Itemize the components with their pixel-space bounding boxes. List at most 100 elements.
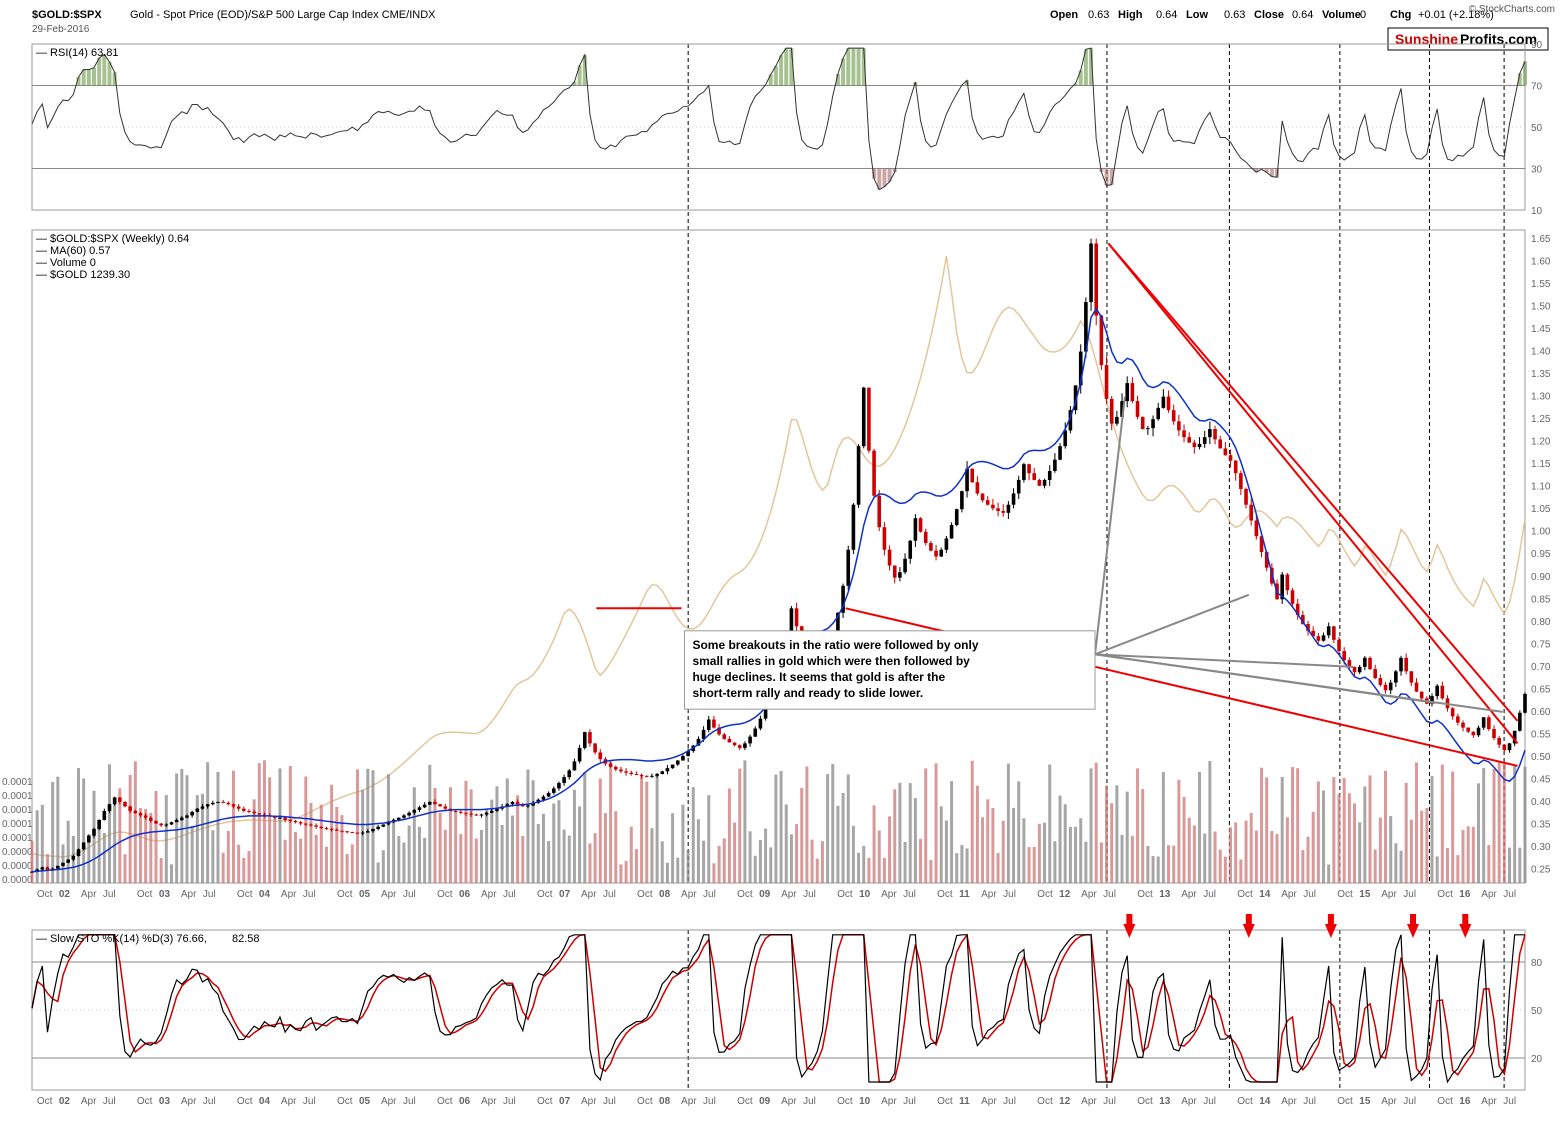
svg-text:Apr: Apr bbox=[81, 1096, 97, 1107]
svg-text:Jul: Jul bbox=[303, 889, 316, 900]
svg-text:Apr: Apr bbox=[81, 889, 97, 900]
svg-text:Jul: Jul bbox=[1103, 889, 1116, 900]
svg-text:Apr: Apr bbox=[981, 889, 997, 900]
svg-text:1.25: 1.25 bbox=[1531, 414, 1551, 425]
svg-text:Jul: Jul bbox=[1003, 889, 1016, 900]
svg-text:Apr: Apr bbox=[581, 1096, 597, 1107]
svg-text:90: 90 bbox=[1531, 40, 1543, 51]
svg-text:50: 50 bbox=[1531, 123, 1543, 134]
svg-text:Jul: Jul bbox=[103, 889, 116, 900]
svg-text:0.0001: 0.0001 bbox=[2, 805, 33, 816]
svg-text:1.50: 1.50 bbox=[1531, 302, 1551, 313]
svg-text:Volume: Volume bbox=[1322, 9, 1361, 21]
svg-text:Apr: Apr bbox=[181, 1096, 197, 1107]
svg-text:70: 70 bbox=[1531, 82, 1543, 93]
svg-text:0.63: 0.63 bbox=[1088, 9, 1109, 21]
svg-text:0.25: 0.25 bbox=[1531, 864, 1551, 875]
svg-text:Oct: Oct bbox=[637, 889, 653, 900]
svg-text:Oct: Oct bbox=[337, 889, 353, 900]
svg-text:1.35: 1.35 bbox=[1531, 369, 1551, 380]
svg-text:03: 03 bbox=[159, 1096, 171, 1107]
svg-text:0.55: 0.55 bbox=[1531, 729, 1551, 740]
svg-text:02: 02 bbox=[59, 1096, 71, 1107]
svg-text:Jul: Jul bbox=[703, 889, 716, 900]
svg-text:0.80: 0.80 bbox=[1531, 617, 1551, 628]
svg-text:0.85: 0.85 bbox=[1531, 594, 1551, 605]
svg-text:Apr: Apr bbox=[181, 889, 197, 900]
svg-text:Jul: Jul bbox=[1503, 1096, 1516, 1107]
svg-text:Jul: Jul bbox=[1203, 1096, 1216, 1107]
svg-text:13: 13 bbox=[1159, 1096, 1171, 1107]
svg-text:Apr: Apr bbox=[481, 889, 497, 900]
svg-text:0.0000: 0.0000 bbox=[2, 861, 33, 872]
svg-text:Oct: Oct bbox=[1437, 889, 1453, 900]
svg-text:Jul: Jul bbox=[203, 1096, 216, 1107]
svg-text:— $GOLD:$SPX (Weekly) 0.64: — $GOLD:$SPX (Weekly) 0.64 bbox=[36, 233, 189, 245]
svg-text:Apr: Apr bbox=[481, 1096, 497, 1107]
svg-text:Jul: Jul bbox=[1503, 889, 1516, 900]
svg-text:16: 16 bbox=[1459, 889, 1471, 900]
svg-text:© StockCharts.com: © StockCharts.com bbox=[1469, 4, 1555, 15]
svg-text:80: 80 bbox=[1531, 958, 1543, 969]
svg-text:0.0001: 0.0001 bbox=[2, 791, 33, 802]
svg-text:04: 04 bbox=[259, 889, 271, 900]
svg-text:Apr: Apr bbox=[1381, 1096, 1397, 1107]
svg-text:Apr: Apr bbox=[281, 1096, 297, 1107]
svg-text:1.20: 1.20 bbox=[1531, 437, 1551, 448]
svg-text:50: 50 bbox=[1531, 1006, 1543, 1017]
svg-text:0.65: 0.65 bbox=[1531, 684, 1551, 695]
svg-text:Jul: Jul bbox=[803, 889, 816, 900]
svg-text:1.60: 1.60 bbox=[1531, 257, 1551, 268]
svg-text:Jul: Jul bbox=[503, 1096, 516, 1107]
svg-text:Oct: Oct bbox=[237, 889, 253, 900]
svg-text:82.58: 82.58 bbox=[232, 933, 260, 945]
svg-text:0.35: 0.35 bbox=[1531, 819, 1551, 830]
svg-text:Oct: Oct bbox=[537, 889, 553, 900]
svg-text:Jul: Jul bbox=[1203, 889, 1216, 900]
svg-text:02: 02 bbox=[59, 889, 71, 900]
svg-text:Apr: Apr bbox=[781, 889, 797, 900]
svg-text:Apr: Apr bbox=[1181, 889, 1197, 900]
svg-text:Oct: Oct bbox=[1037, 1096, 1053, 1107]
svg-text:Oct: Oct bbox=[1337, 1096, 1353, 1107]
svg-text:Jul: Jul bbox=[403, 1096, 416, 1107]
svg-text:Oct: Oct bbox=[137, 889, 153, 900]
svg-text:Jul: Jul bbox=[703, 1096, 716, 1107]
svg-text:0.60: 0.60 bbox=[1531, 707, 1551, 718]
svg-text:Jul: Jul bbox=[1103, 1096, 1116, 1107]
svg-text:Oct: Oct bbox=[1037, 889, 1053, 900]
svg-text:Oct: Oct bbox=[37, 1096, 53, 1107]
svg-text:0.75: 0.75 bbox=[1531, 639, 1551, 650]
svg-text:05: 05 bbox=[359, 1096, 371, 1107]
svg-text:10: 10 bbox=[859, 1096, 871, 1107]
svg-text:05: 05 bbox=[359, 889, 371, 900]
svg-text:huge declines. It seems that g: huge declines. It seems that gold is aft… bbox=[692, 670, 945, 684]
stock-chart: $GOLD:$SPXGold - Spot Price (EOD)/S&P 50… bbox=[0, 0, 1565, 1123]
svg-text:$GOLD:$SPX: $GOLD:$SPX bbox=[32, 9, 102, 21]
svg-text:0.40: 0.40 bbox=[1531, 797, 1551, 808]
svg-text:Jul: Jul bbox=[103, 1096, 116, 1107]
svg-text:Some breakouts in the ratio we: Some breakouts in the ratio were followe… bbox=[692, 638, 978, 652]
svg-text:Apr: Apr bbox=[1181, 1096, 1197, 1107]
svg-text:08: 08 bbox=[659, 889, 671, 900]
svg-text:0.63: 0.63 bbox=[1224, 9, 1245, 21]
svg-text:0.30: 0.30 bbox=[1531, 842, 1551, 853]
svg-text:03: 03 bbox=[159, 889, 171, 900]
svg-text:Close: Close bbox=[1254, 9, 1284, 21]
svg-text:Apr: Apr bbox=[881, 1096, 897, 1107]
svg-text:16: 16 bbox=[1459, 1096, 1471, 1107]
svg-text:short-term rally and ready to: short-term rally and ready to slide lowe… bbox=[692, 686, 923, 700]
svg-text:— MA(60) 0.57: — MA(60) 0.57 bbox=[36, 245, 111, 257]
svg-text:Oct: Oct bbox=[837, 1096, 853, 1107]
svg-text:Oct: Oct bbox=[37, 889, 53, 900]
svg-text:Jul: Jul bbox=[903, 889, 916, 900]
svg-text:Apr: Apr bbox=[1281, 889, 1297, 900]
svg-text:Oct: Oct bbox=[337, 1096, 353, 1107]
svg-text:Apr: Apr bbox=[1081, 889, 1097, 900]
svg-text:20: 20 bbox=[1531, 1054, 1543, 1065]
svg-text:29-Feb-2016: 29-Feb-2016 bbox=[32, 24, 90, 35]
svg-text:11: 11 bbox=[959, 889, 970, 900]
svg-text:0.0001: 0.0001 bbox=[2, 819, 33, 830]
svg-text:30: 30 bbox=[1531, 165, 1543, 176]
svg-text:1.45: 1.45 bbox=[1531, 324, 1551, 335]
